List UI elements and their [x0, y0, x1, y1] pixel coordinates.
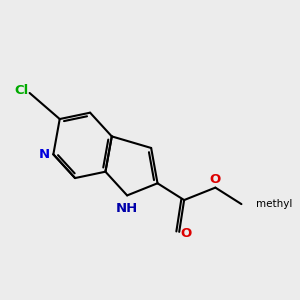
Text: methyl: methyl: [256, 199, 292, 209]
Text: O: O: [181, 227, 192, 240]
Text: N: N: [39, 148, 50, 161]
Text: Cl: Cl: [14, 84, 29, 97]
Text: NH: NH: [116, 202, 138, 215]
Text: O: O: [210, 173, 221, 186]
